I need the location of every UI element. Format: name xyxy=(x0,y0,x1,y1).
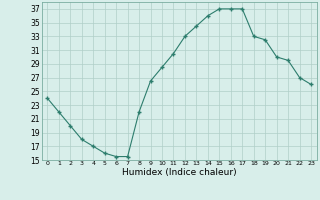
X-axis label: Humidex (Indice chaleur): Humidex (Indice chaleur) xyxy=(122,168,236,177)
